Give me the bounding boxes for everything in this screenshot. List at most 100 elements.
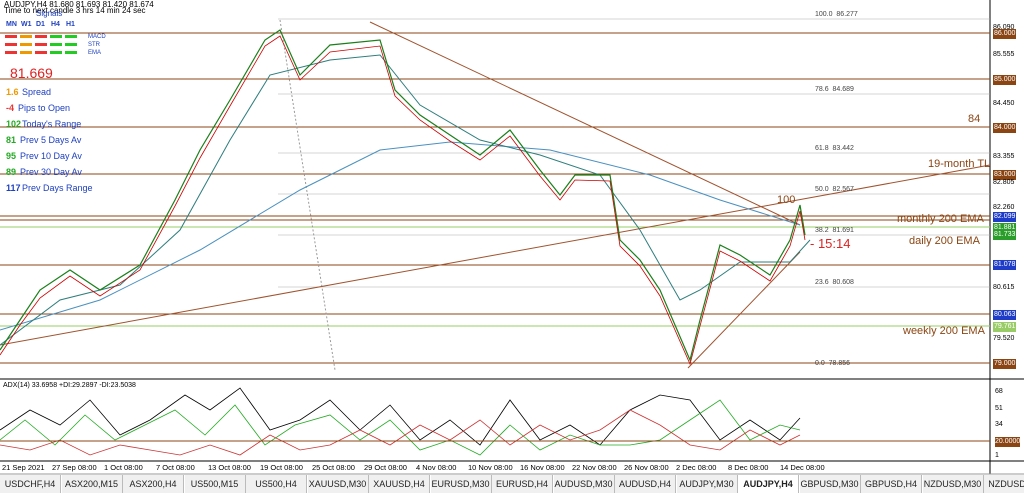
- stat-value: 89: [6, 167, 17, 177]
- stat-label: Pips to Open: [18, 103, 71, 113]
- signal-box: [65, 51, 77, 54]
- date-tick-label: 2 Dec 08:00: [676, 463, 717, 472]
- tab[interactable]: NZDUSD,H4: [984, 475, 1024, 493]
- annotation: monthly 200 EMA: [897, 213, 984, 225]
- date-tick-label: 29 Oct 08:00: [364, 463, 407, 472]
- fib-level: 23.6 80.608: [815, 279, 854, 286]
- timeframe: D1: [36, 21, 45, 28]
- tab[interactable]: US500,H4: [246, 475, 307, 493]
- big-price: 81.669: [10, 65, 53, 81]
- price-tick-label: 86.090: [993, 24, 1015, 31]
- tab[interactable]: XAUUSD,H4: [369, 475, 430, 493]
- stat-label: Spread: [22, 87, 52, 97]
- signal-box: [65, 35, 77, 38]
- tab[interactable]: EURUSD,M30: [430, 475, 492, 493]
- tab[interactable]: US500,M15: [184, 475, 246, 493]
- annotation: daily 200 EMA: [909, 235, 980, 247]
- signal-box: [5, 35, 17, 38]
- timeframe: H4: [51, 21, 60, 28]
- fib-lines: [278, 18, 990, 288]
- stat-label: Prev 5 Days Av: [20, 135, 82, 145]
- trendline: [369, 21, 801, 226]
- adx-label: ADX(14) 33.6958 +DI:29.2897 -DI:23.5038: [3, 382, 136, 389]
- tab[interactable]: AUDJPY,M30: [676, 475, 738, 493]
- stat-value: 81: [6, 135, 17, 145]
- ema-200: [0, 141, 801, 331]
- tab[interactable]: NZDUSD,M30: [922, 475, 984, 493]
- signal-box: [35, 35, 47, 38]
- price-tick-label: 84.450: [993, 100, 1015, 107]
- signal-box: [20, 43, 32, 46]
- signal-box: [20, 51, 32, 54]
- annotation: - 15:14: [810, 236, 851, 251]
- date-tick-label: 14 Dec 08:00: [780, 463, 825, 472]
- date-tick-label: 26 Nov 08:00: [624, 463, 669, 472]
- annotation: weekly 200 EMA: [903, 325, 985, 337]
- level-lines: [0, 32, 990, 364]
- stat-value: 95: [6, 151, 17, 161]
- signal-box: [5, 43, 17, 46]
- price-tick-label: 80.063: [993, 310, 1017, 320]
- price-tick-label: 79.520: [993, 335, 1015, 342]
- signal-box: [50, 51, 62, 54]
- signal-box: [35, 51, 47, 54]
- stat-label: Prev 30 Day Av: [20, 167, 82, 177]
- adx-tick-label: 20.0000: [995, 437, 1021, 447]
- signal-box: [50, 35, 62, 38]
- stat-label: Prev Days Range: [22, 183, 93, 193]
- plus-di: [0, 399, 801, 456]
- timeframe: MN: [6, 21, 17, 28]
- tab[interactable]: AUDUSD,H4: [615, 475, 676, 493]
- tab[interactable]: GBPUSD,H4: [861, 475, 922, 493]
- date-tick-label: 4 Nov 08:00: [416, 463, 457, 472]
- tab[interactable]: XAUUSD,M30: [307, 475, 369, 493]
- price-tick-label: 83.355: [993, 153, 1015, 160]
- signal-box: [20, 35, 32, 38]
- date-tick-label: 22 Nov 08:00: [572, 463, 617, 472]
- adx-tick-label: 68: [995, 388, 1003, 395]
- price-tick-label: 79.761: [993, 322, 1017, 332]
- tab[interactable]: ASX200,M15: [61, 475, 123, 493]
- trendline: [687, 251, 801, 369]
- price-line: [0, 29, 806, 362]
- price-tick-label: 79.000: [993, 359, 1017, 369]
- signal-box: [65, 43, 77, 46]
- header-subtitle: Time to next candle 3 hrs 14 min 24 sec: [4, 6, 146, 15]
- tab[interactable]: GBPUSD,M30: [799, 475, 861, 493]
- price-tick-label: 81.881: [993, 223, 1017, 233]
- price-tick-label: 82.805: [993, 179, 1015, 186]
- adx-tick-label: 51: [995, 405, 1003, 412]
- date-tick-label: 8 Dec 08:00: [728, 463, 769, 472]
- annotation: 100: [777, 194, 796, 206]
- indicator: EMA: [88, 50, 102, 56]
- signals-label: Signals: [36, 9, 63, 18]
- tab[interactable]: AUDUSD,M30: [553, 475, 615, 493]
- annotation: 84: [968, 113, 981, 125]
- minus-di: [0, 409, 801, 456]
- signal-box: [35, 43, 47, 46]
- fib-anchor: [279, 19, 336, 371]
- date-tick-label: 1 Oct 08:00: [104, 463, 143, 472]
- tab[interactable]: USDCHF,H4: [0, 475, 61, 493]
- stat-value: -4: [6, 103, 15, 113]
- timeframe: W1: [21, 21, 32, 28]
- ema-50: [0, 54, 811, 346]
- signal-box: [50, 43, 62, 46]
- price-tick-label: 82.260: [993, 204, 1015, 211]
- date-tick-label: 13 Oct 08:00: [208, 463, 251, 472]
- header-title: AUDJPY,H4 81.680 81.693 81.420 81.674: [4, 0, 154, 9]
- tab[interactable]: ASX200,H4: [123, 475, 184, 493]
- tab[interactable]: EURUSD,H4: [492, 475, 553, 493]
- timeframe: H1: [66, 21, 75, 28]
- price-tick-label: 85.555: [993, 51, 1015, 58]
- tab: AUDJPY,H4: [738, 475, 799, 493]
- date-tick-label: 16 Nov 08:00: [520, 463, 565, 472]
- price-tick-label: 81.078: [993, 260, 1017, 270]
- date-tick-label: 21 Sep 2021: [2, 463, 45, 472]
- fib-level: 38.2 81.691: [815, 227, 854, 234]
- price-line-low: [0, 35, 806, 366]
- indicator: STR: [88, 42, 100, 48]
- fib-level: 100.0 86.277: [815, 11, 858, 18]
- adx-line: [0, 387, 801, 446]
